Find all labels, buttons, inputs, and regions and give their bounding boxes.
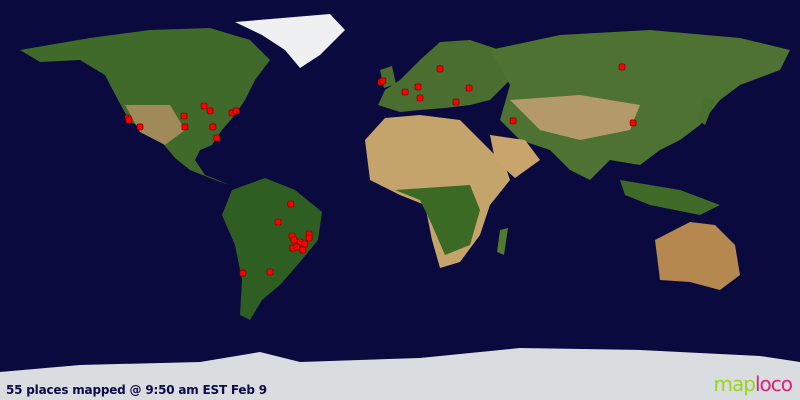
- land-south-america: [222, 178, 322, 320]
- place-marker[interactable]: [125, 116, 133, 124]
- place-marker[interactable]: [274, 218, 282, 226]
- land-antarctica: [0, 348, 800, 400]
- land-us-southwest: [125, 105, 185, 145]
- land-indonesia: [620, 180, 720, 215]
- logo-part-loco: loco: [754, 372, 793, 396]
- place-marker[interactable]: [200, 102, 208, 110]
- place-marker[interactable]: [301, 240, 309, 248]
- land-australia: [655, 222, 740, 290]
- place-marker[interactable]: [180, 112, 188, 120]
- logo-part-map: map: [713, 372, 756, 396]
- place-marker[interactable]: [452, 98, 460, 106]
- place-marker[interactable]: [509, 117, 517, 125]
- place-marker[interactable]: [299, 246, 307, 254]
- place-marker[interactable]: [209, 123, 217, 131]
- place-marker[interactable]: [293, 243, 301, 251]
- place-marker[interactable]: [136, 123, 144, 131]
- place-marker[interactable]: [414, 83, 422, 91]
- maploco-logo[interactable]: maploco: [713, 372, 793, 396]
- place-marker[interactable]: [213, 134, 221, 142]
- place-marker[interactable]: [287, 200, 295, 208]
- land-madagascar: [497, 228, 508, 255]
- place-marker[interactable]: [379, 77, 387, 85]
- land-arabia: [490, 135, 540, 178]
- place-marker[interactable]: [416, 94, 424, 102]
- land-central-africa: [395, 185, 480, 255]
- continents: [0, 14, 800, 400]
- place-marker[interactable]: [618, 63, 626, 71]
- place-marker[interactable]: [436, 65, 444, 73]
- land-greenland: [235, 14, 345, 68]
- place-marker[interactable]: [401, 88, 409, 96]
- place-marker[interactable]: [232, 107, 240, 115]
- place-marker[interactable]: [629, 119, 637, 127]
- place-marker[interactable]: [305, 234, 313, 242]
- place-markers: [124, 63, 637, 277]
- land-central-asia-desert: [510, 95, 640, 140]
- place-marker[interactable]: [181, 123, 189, 131]
- place-marker[interactable]: [465, 84, 473, 92]
- place-marker[interactable]: [206, 107, 214, 115]
- places-mapped-caption: 55 places mapped @ 9:50 am EST Feb 9: [6, 383, 267, 397]
- land-europe: [378, 40, 510, 112]
- land-japan: [698, 95, 715, 125]
- place-marker[interactable]: [266, 268, 274, 276]
- place-marker[interactable]: [239, 269, 247, 277]
- place-marker[interactable]: [290, 236, 298, 244]
